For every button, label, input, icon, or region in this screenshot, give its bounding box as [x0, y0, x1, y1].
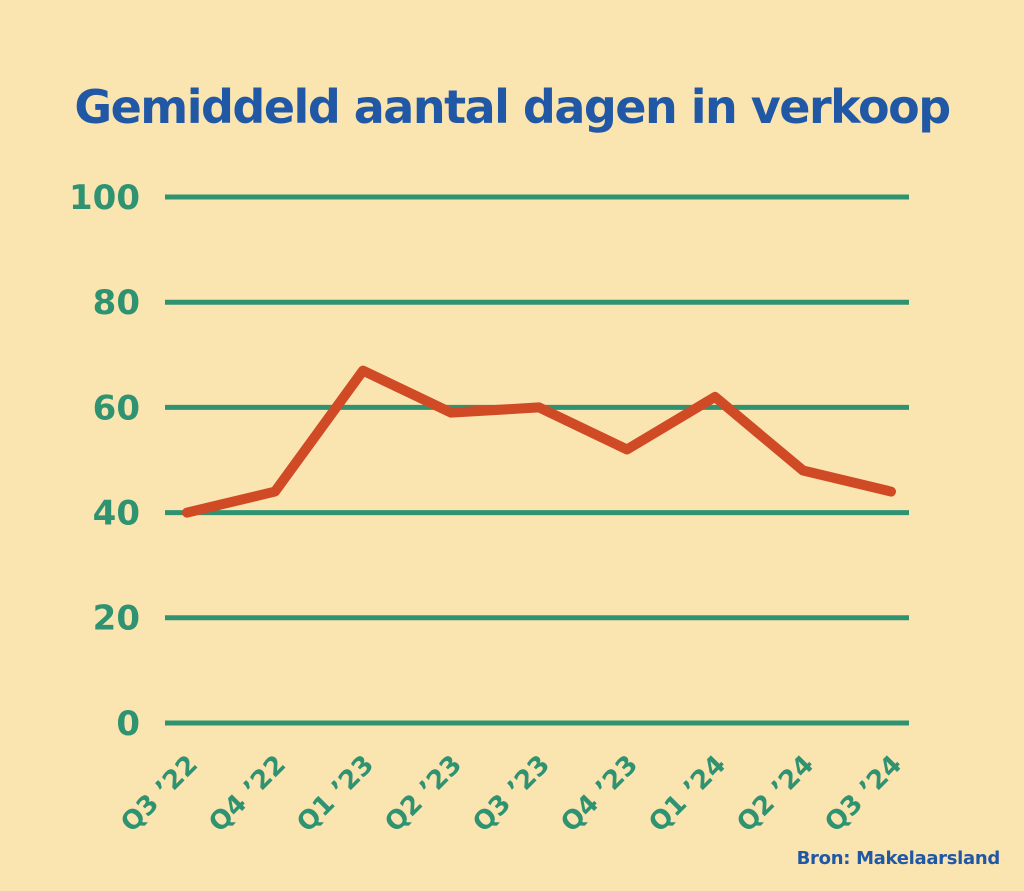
- x-tick-label: Q1 ’23: [291, 750, 380, 839]
- x-tick-label: Q3 ’22: [115, 750, 204, 839]
- chart-title: Gemiddeld aantal dagen in verkoop: [74, 80, 951, 134]
- x-tick-label: Q3 ’23: [467, 750, 556, 839]
- x-tick-label: Q2 ’23: [379, 750, 468, 839]
- x-tick-label: Q4 ’23: [555, 750, 644, 839]
- y-tick-label: 60: [93, 388, 140, 428]
- x-tick-label: Q2 ’24: [731, 750, 820, 839]
- x-tick-label: Q3 ’24: [819, 750, 908, 839]
- source-credit: Bron: Makelaarsland: [796, 848, 1001, 869]
- y-tick-label: 0: [116, 704, 140, 744]
- y-tick-label: 80: [93, 283, 140, 323]
- x-tick-label: Q1 ’24: [643, 750, 732, 839]
- x-tick-label: Q4 ’22: [203, 750, 292, 839]
- y-tick-label: 40: [93, 494, 140, 534]
- y-tick-label: 100: [69, 178, 140, 218]
- data-line-series: [182, 365, 896, 518]
- y-tick-label: 20: [93, 599, 140, 639]
